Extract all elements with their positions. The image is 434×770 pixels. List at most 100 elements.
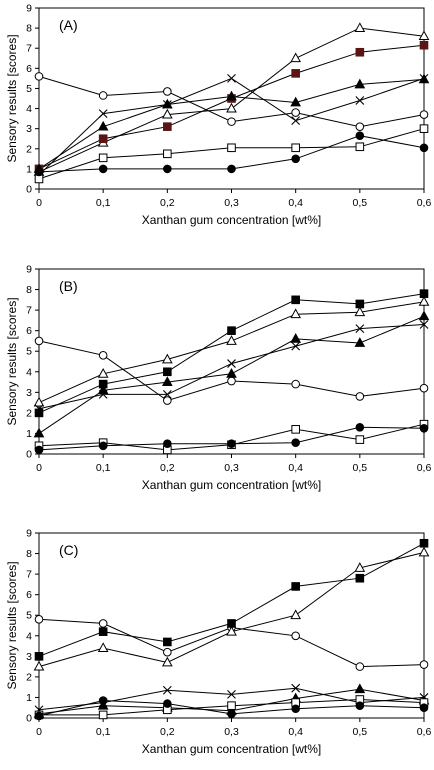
- data-point-series-1: [163, 396, 172, 405]
- data-point-series-3: [163, 122, 172, 131]
- x-tick-label: 0,4: [288, 462, 303, 474]
- y-tick-label: 3: [26, 123, 32, 135]
- y-tick-label: 2: [26, 671, 32, 683]
- data-point-series-7: [291, 704, 300, 714]
- y-tick-label: 6: [26, 589, 32, 601]
- data-point-series-4: [161, 376, 173, 386]
- data-point-series-1: [355, 662, 365, 671]
- data-point-series-3: [419, 289, 429, 298]
- data-point-series-4: [291, 683, 301, 693]
- data-point-series-7: [98, 441, 108, 451]
- x-tick-label: 0,6: [417, 197, 432, 209]
- data-point-series-6: [355, 435, 365, 444]
- data-point-series-1: [355, 392, 365, 401]
- data-point-series-4: [418, 310, 430, 321]
- data-point-series-1: [355, 122, 365, 131]
- data-point-series-4: [226, 367, 237, 378]
- y-tick-label: 8: [26, 23, 32, 35]
- data-point-series-5: [34, 404, 44, 414]
- data-point-series-7: [34, 445, 44, 455]
- x-tick-label: 0: [36, 726, 42, 738]
- y-tick-label: 8: [26, 548, 32, 560]
- x-tick-label: 0,2: [160, 726, 175, 738]
- chart-panel-3: 0 1 2 3 4 5 6 7 8 9 0 0,1 0,2 0,3 0,4 0,5 0,6 Xanthan gum…: [5, 528, 431, 757]
- data-point-series-2: [161, 353, 173, 364]
- data-point-series-7: [163, 699, 172, 708]
- data-point-series-3: [97, 642, 109, 653]
- panel-label: (B): [59, 278, 78, 294]
- data-point-series-2: [161, 108, 173, 119]
- data-point-series-5: [97, 699, 109, 710]
- y-tick-label: 3: [26, 387, 32, 399]
- data-point-series-7: [291, 438, 300, 447]
- x-tick-label: 0,1: [96, 462, 111, 474]
- y-tick-label: 6: [26, 325, 32, 337]
- chart-panel-2: 0 1 2 3 4 5 6 7 8 9 0 0,1 0,2 0,3 0,4 0,5 0,6 Xanthan gum…: [5, 264, 431, 493]
- data-point-series-5: [162, 100, 172, 109]
- x-axis-label: Xanthan gum concentration [wt%]: [142, 213, 321, 227]
- data-point-series-2: [34, 652, 44, 661]
- data-point-series-1: [419, 383, 429, 393]
- data-point-series-1: [291, 108, 300, 117]
- data-point-series-3: [33, 660, 45, 671]
- data-point-series-7: [227, 164, 236, 174]
- series-line-3: [38, 552, 425, 668]
- y-tick-label: 7: [26, 569, 32, 581]
- x-tick-label: 0,5: [353, 462, 368, 474]
- data-point-series-7: [98, 164, 108, 174]
- data-point-series-7: [163, 164, 172, 174]
- data-point-series-7: [34, 167, 44, 177]
- y-axis-label: Sensory results [scores]: [5, 561, 19, 689]
- y-tick-label: 1: [26, 163, 32, 175]
- panel-label: (A): [59, 17, 78, 33]
- data-point-series-1: [291, 379, 300, 389]
- y-tick-label: 0: [26, 713, 32, 725]
- data-point-series-5: [291, 116, 301, 126]
- y-axis-label: Sensory results [scores]: [5, 34, 19, 162]
- data-point-series-1: [291, 631, 300, 641]
- data-point-series-1: [227, 376, 236, 386]
- data-point-series-3: [355, 47, 365, 57]
- data-point-series-7: [355, 701, 365, 710]
- x-axis-label: Xanthan gum concentration [wt%]: [142, 742, 321, 756]
- plot-frame: [38, 268, 425, 455]
- data-point-series-2: [163, 637, 172, 647]
- data-point-series-2: [418, 30, 430, 41]
- data-point-series-6: [419, 124, 429, 133]
- data-point-series-6: [355, 142, 365, 152]
- data-point-series-2: [98, 627, 108, 636]
- y-tick-label: 9: [26, 528, 32, 540]
- data-point-series-2: [290, 308, 302, 319]
- data-point-series-6: [98, 153, 108, 163]
- data-point-series-2: [97, 367, 109, 378]
- data-point-series-3: [226, 625, 237, 636]
- y-tick-label: 4: [26, 103, 32, 115]
- x-tick-label: 0,3: [224, 726, 239, 738]
- data-point-series-3: [161, 656, 173, 667]
- y-tick-label: 1: [26, 428, 32, 440]
- data-point-series-6: [98, 710, 108, 720]
- data-point-series-5: [98, 389, 108, 399]
- y-tick-label: 5: [26, 610, 32, 622]
- x-tick-label: 0,5: [353, 197, 368, 209]
- x-tick-label: 0,1: [96, 197, 111, 209]
- y-tick-label: 5: [26, 83, 32, 95]
- y-tick-label: 1: [26, 692, 32, 704]
- data-point-series-6: [227, 143, 236, 153]
- panel-label: (C): [59, 542, 78, 558]
- y-tick-label: 7: [26, 43, 32, 55]
- data-point-series-3: [98, 134, 108, 144]
- x-tick-label: 0,2: [160, 197, 175, 209]
- y-tick-label: 6: [26, 63, 32, 75]
- data-point-series-5: [98, 109, 108, 118]
- x-tick-label: 0: [36, 197, 42, 209]
- data-point-series-5: [419, 320, 429, 329]
- y-tick-label: 9: [26, 264, 32, 276]
- data-point-series-2: [33, 396, 45, 407]
- data-point-series-4: [290, 333, 302, 343]
- data-point-series-3: [227, 326, 236, 335]
- data-point-series-5: [162, 389, 172, 399]
- chart-panel-1: 0 1 2 3 4 5 6 7 8 9 0 0,1 0,2 0,3 0,4 0,5 0,6 Xanthan gum…: [5, 3, 431, 228]
- data-point-series-2: [355, 573, 365, 583]
